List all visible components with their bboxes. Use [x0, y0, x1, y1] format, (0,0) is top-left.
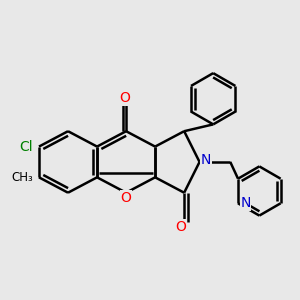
Text: Cl: Cl: [19, 140, 33, 154]
Text: CH₃: CH₃: [12, 171, 33, 184]
Text: O: O: [121, 191, 131, 205]
Text: N: N: [240, 196, 251, 210]
Text: O: O: [119, 91, 130, 105]
Text: O: O: [175, 220, 186, 234]
Text: N: N: [200, 153, 211, 167]
